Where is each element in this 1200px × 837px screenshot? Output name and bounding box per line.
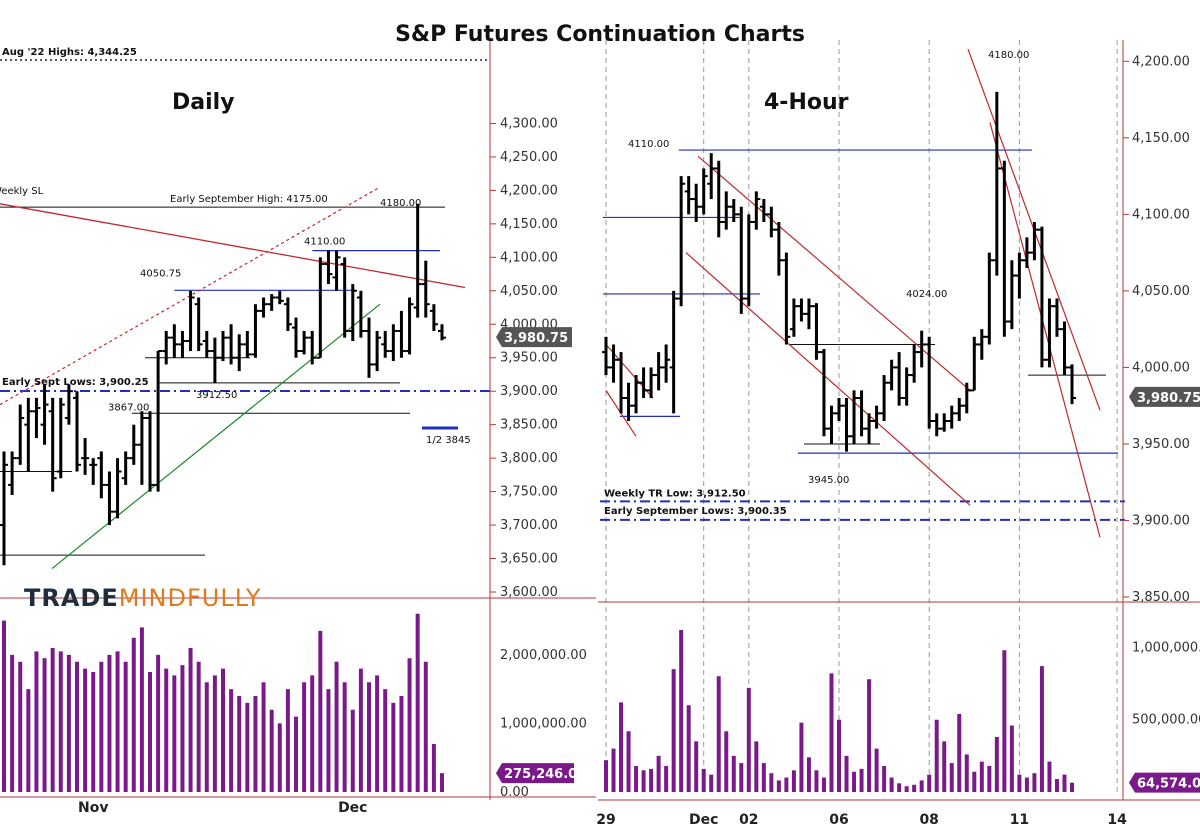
daily-price-tick-label: 4,300.00 [500, 116, 558, 131]
fourhour-panel-title: 4-Hour [764, 90, 849, 115]
fourhour-date-label: 06 [829, 812, 848, 828]
daily-price-tick-label: 3,750.00 [500, 485, 558, 500]
daily-price-tick-label: 3,900.00 [500, 384, 558, 399]
fourhour-price-tick-label: 4,050.00 [1132, 284, 1190, 299]
daily-weekly-sl-trendline [0, 203, 466, 289]
fourhour-steep-channel-lower [989, 122, 1101, 538]
fourhour-volume-tick-label: 1,000,000.00 [1132, 640, 1200, 655]
fourhour-volume-tick-label: 500,000.00 [1132, 713, 1200, 728]
daily-green-uptrend-line [51, 303, 381, 570]
daily-aug-highs-label: Aug '22 Highs: 4,344.25 [2, 47, 137, 58]
main-title: S&P Futures Continuation Charts [395, 22, 805, 47]
daily-3867-label: 3867.00 [108, 402, 149, 413]
daily-last-volume-label: 275,246.00 [504, 767, 586, 782]
daily-price-tick-label: 3,950.00 [500, 351, 558, 366]
fourhour-down-channel-upper [697, 155, 971, 391]
daily-price-tick-label: 3,850.00 [500, 418, 558, 433]
daily-price-tick-label: 4,050.00 [500, 284, 558, 299]
fourhour-last-volume-box [1129, 772, 1200, 793]
fourhour-price-tick-label: 4,200.00 [1132, 54, 1190, 69]
daily-3912-label: 3912.50 [196, 390, 237, 401]
fourhour-down-channel-lower [685, 252, 971, 506]
daily-price-tick-label: 4,150.00 [500, 217, 558, 232]
fourhour-price-tick-label: 3,950.00 [1132, 437, 1190, 452]
daily-half-3845-label: 1/2 3845 [426, 435, 471, 446]
daily-panel-title: Daily [172, 90, 235, 115]
daily-last-volume-box [496, 763, 574, 784]
fourhour-price-tick-label: 3,900.00 [1132, 513, 1190, 528]
daily-price-tick-label: 4,100.00 [500, 250, 558, 265]
fourhour-date-label: 08 [919, 812, 938, 828]
fourhour-weekly-tr-low-label: Weekly TR Low: 3,912.50 [604, 488, 746, 499]
daily-4050-label: 4050.75 [140, 268, 181, 279]
trademindfully-logo: TRADEMINDFULLY [24, 584, 262, 612]
daily-date-label: Nov [78, 800, 108, 816]
fourhour-last-price-label: 3,980.75 [1137, 391, 1200, 406]
daily-date-label: Dec [338, 800, 367, 816]
logo-part-trade: TRADE [24, 584, 119, 612]
daily-last-price-box [496, 327, 572, 348]
fourhour-4180-label: 4180.00 [988, 50, 1029, 61]
daily-early-sept-high-label: Early September High: 4175.00 [170, 194, 328, 205]
fourhour-date-label: 11 [1010, 812, 1029, 828]
daily-last-price-label: 3,980.75 [504, 331, 568, 346]
daily-4180-label: 4180.00 [380, 198, 421, 209]
fourhour-date-label: 29 [596, 812, 615, 828]
daily-price-tick-label: 3,600.00 [500, 585, 558, 600]
fourhour-price-tick-label: 4,000.00 [1132, 360, 1190, 375]
daily-price-tick-label: 4,250.00 [500, 150, 558, 165]
fourhour-last-volume-label: 64,574.00 [1137, 777, 1200, 792]
logo-part-mindfully: MINDFULLY [118, 584, 262, 612]
fourhour-last-price-box [1129, 386, 1200, 407]
daily-weekly-sl-label: Weekly SL [0, 186, 44, 197]
daily-price-tick-label: 4,200.00 [500, 183, 558, 198]
fourhour-4110-label: 4110.00 [628, 139, 669, 150]
daily-volume-tick-label: 1,000,000.00 [500, 716, 587, 731]
fourhour-price-tick-label: 4,150.00 [1132, 131, 1190, 146]
daily-price-tick-label: 3,700.00 [500, 518, 558, 533]
fourhour-early-sept-lows-label: Early September Lows: 3,900.35 [604, 506, 787, 517]
daily-volume-tick-label: 0.00 [500, 785, 529, 800]
fourhour-price-tick-label: 4,100.00 [1132, 207, 1190, 222]
daily-volume-tick-label: 2,000,000.00 [500, 648, 587, 663]
daily-4110-label: 4110.00 [304, 237, 345, 248]
daily-price-tick-label: 3,800.00 [500, 451, 558, 466]
fourhour-date-label: 14 [1107, 812, 1127, 828]
fourhour-date-label: Dec [689, 812, 718, 828]
fourhour-3945-label: 3945.00 [808, 475, 849, 486]
daily-early-sept-lows-label: Early Sept Lows: 3,900.25 [2, 377, 149, 388]
fourhour-price-tick-label: 3,850.00 [1132, 590, 1190, 605]
fourhour-date-label: 02 [739, 812, 758, 828]
daily-price-tick-label: 3,650.00 [500, 552, 558, 567]
fourhour-4024-label: 4024.00 [906, 289, 947, 300]
